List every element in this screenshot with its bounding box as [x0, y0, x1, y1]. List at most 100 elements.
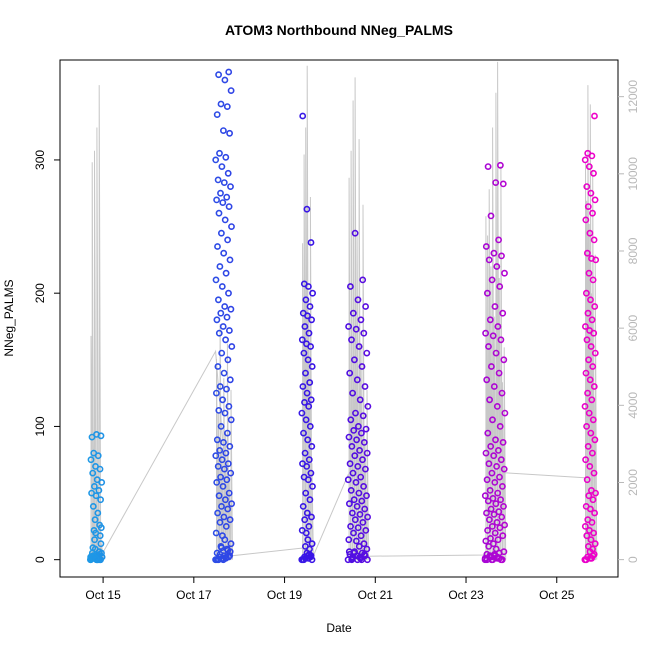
data-point: [582, 369, 590, 377]
data-point: [354, 462, 362, 470]
data-point: [588, 396, 596, 404]
data-point: [364, 402, 372, 410]
data-point: [586, 229, 594, 237]
data-point: [217, 189, 224, 197]
data-point: [591, 196, 599, 204]
data-point: [218, 349, 226, 357]
data-point: [299, 309, 307, 317]
data-point: [491, 303, 499, 310]
data-point: [227, 540, 235, 548]
data-point: [585, 269, 593, 277]
data-point: [300, 349, 308, 357]
data-point: [361, 550, 368, 558]
data-point: [497, 456, 505, 464]
data-point: [301, 323, 309, 330]
data-point: [221, 76, 229, 84]
data-point: [216, 446, 224, 454]
data-point: [222, 523, 230, 530]
data-point: [489, 494, 497, 502]
data-point: [220, 465, 228, 473]
data-point: [225, 289, 232, 297]
data-point: [305, 456, 313, 464]
data-point: [493, 263, 501, 270]
data-point: [497, 496, 504, 504]
data-point: [347, 416, 355, 424]
data-point: [493, 519, 501, 526]
data-point: [303, 509, 311, 517]
y-right-tick-label: 2000: [626, 469, 640, 496]
data-point: [591, 303, 599, 310]
data-point: [487, 363, 495, 370]
data-point: [495, 508, 503, 516]
data-point: [350, 496, 358, 504]
data-point: [218, 163, 226, 170]
data-point: [304, 436, 312, 444]
x-tick-label: Oct 19: [267, 588, 303, 602]
data-point: [362, 527, 370, 534]
data-point: [226, 376, 234, 384]
data-point: [487, 212, 495, 220]
data-point: [214, 509, 221, 517]
data-point: [224, 460, 232, 468]
data-point: [361, 465, 369, 473]
data-point: [305, 402, 313, 410]
data-point: [485, 343, 492, 350]
data-point: [304, 356, 312, 364]
data-point: [354, 296, 362, 304]
data-point: [483, 509, 490, 517]
data-point: [307, 469, 315, 477]
data-point: [221, 216, 229, 224]
data-point: [308, 513, 315, 521]
x-tick-label: Oct 23: [448, 588, 484, 602]
data-point: [217, 229, 225, 237]
data-point: [582, 216, 590, 224]
x-tick-label: Oct 25: [539, 588, 575, 602]
data-point: [225, 68, 233, 76]
data-point: [346, 283, 354, 290]
data-point: [490, 249, 498, 257]
data-point: [494, 536, 502, 544]
data-point: [483, 289, 491, 297]
data-point: [586, 327, 593, 334]
data-point: [221, 303, 229, 310]
data-point: [97, 496, 104, 504]
data-point: [214, 462, 222, 470]
data-point: [303, 340, 310, 348]
data-point: [488, 469, 496, 477]
data-point: [492, 179, 500, 186]
data-point: [495, 369, 503, 377]
data-point: [220, 369, 228, 377]
data-point: [227, 416, 235, 424]
data-point: [498, 482, 506, 490]
data-point: [212, 156, 220, 164]
data-point: [500, 356, 508, 364]
data-point: [352, 537, 360, 545]
data-point: [485, 543, 493, 550]
data-point: [349, 309, 357, 317]
data-point: [224, 505, 232, 513]
data-point: [224, 547, 232, 554]
x-tick-label: Oct 21: [358, 588, 394, 602]
data-point: [584, 203, 592, 210]
data-point: [352, 478, 360, 486]
data-point: [483, 556, 491, 564]
data-point: [212, 452, 220, 460]
data-point: [359, 412, 367, 420]
data-point: [307, 239, 315, 246]
data-point: [298, 409, 306, 417]
data-point: [213, 111, 221, 118]
x-tick-label: Oct 17: [176, 588, 212, 602]
data-point: [93, 476, 101, 484]
data-point: [92, 462, 99, 470]
data-point: [305, 329, 313, 337]
data-point: [348, 442, 356, 450]
data-point: [492, 500, 500, 508]
data-point: [95, 548, 103, 556]
data-point: [224, 169, 232, 177]
data-point: [494, 446, 502, 454]
data-point: [350, 549, 358, 557]
data-point: [495, 554, 503, 562]
data-point: [590, 236, 598, 244]
